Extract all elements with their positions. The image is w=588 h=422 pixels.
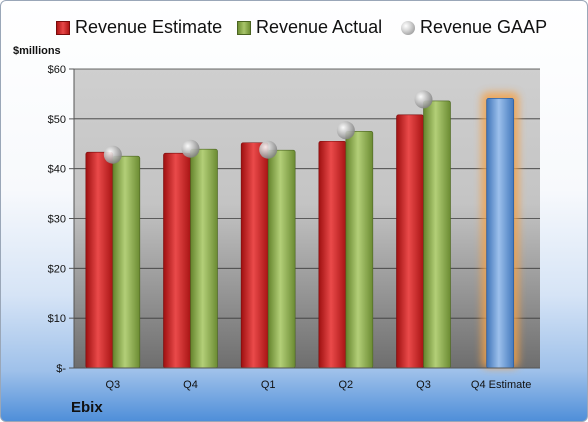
gaap-point: [181, 139, 200, 158]
x-tick-label: Q2: [338, 379, 353, 391]
gaap-point: [414, 90, 433, 109]
gaap-point: [259, 140, 278, 159]
company-name: Ebix: [71, 399, 103, 416]
gaap-point: [336, 121, 355, 140]
legend: Revenue Estimate Revenue Actual Revenue …: [1, 17, 587, 43]
bar-estimate: [163, 152, 191, 369]
bar-actual: [423, 100, 451, 369]
y-tick-label: $-: [56, 363, 66, 375]
y-tick-label: $50: [48, 114, 66, 126]
y-tick-label: $40: [48, 164, 66, 176]
y-tick-label: $20: [48, 263, 66, 275]
x-tick-label: Q4: [183, 379, 198, 391]
bar-actual: [190, 148, 218, 369]
gaap-points: [103, 90, 433, 164]
y-tick-label: $30: [48, 214, 66, 226]
legend-swatch-gaap: [401, 20, 415, 35]
legend-label-estimate: Revenue Estimate: [75, 17, 223, 37]
y-axis: $- $10 $20 $30 $40 $50 $60: [48, 64, 75, 375]
legend-swatch-estimate: [56, 20, 70, 35]
bar-estimate-forecast: [486, 98, 515, 369]
bar-actual: [112, 155, 141, 369]
bar-estimate: [318, 140, 347, 369]
y-tick-label: $60: [48, 64, 66, 76]
legend-swatch-actual: [237, 20, 251, 35]
bar-estimate: [396, 114, 424, 369]
y-tick-label: $10: [48, 313, 66, 325]
x-axis: Q3 Q4 Q1 Q2 Q3 Q4 Estimate: [74, 367, 540, 391]
bar-actual: [345, 130, 374, 369]
x-tick-label: Q3: [416, 379, 431, 391]
bar-estimate: [85, 151, 114, 369]
legend-label-gaap: Revenue GAAP: [420, 17, 548, 37]
bar-estimate: [240, 142, 269, 369]
gaap-point: [103, 145, 122, 164]
x-tick-label: Q1: [261, 379, 276, 391]
legend-item-gaap: Revenue GAAP: [401, 17, 547, 38]
legend-label-actual: Revenue Actual: [256, 17, 383, 37]
legend-item-actual: Revenue Actual: [237, 17, 382, 38]
legend-item-estimate: Revenue Estimate: [56, 17, 222, 38]
units-label: $millions: [13, 45, 61, 57]
bars: [85, 92, 519, 369]
bar-actual: [267, 149, 296, 369]
x-tick-label: Q3: [105, 379, 120, 391]
x-tick-label: Q4 Estimate: [471, 379, 532, 391]
